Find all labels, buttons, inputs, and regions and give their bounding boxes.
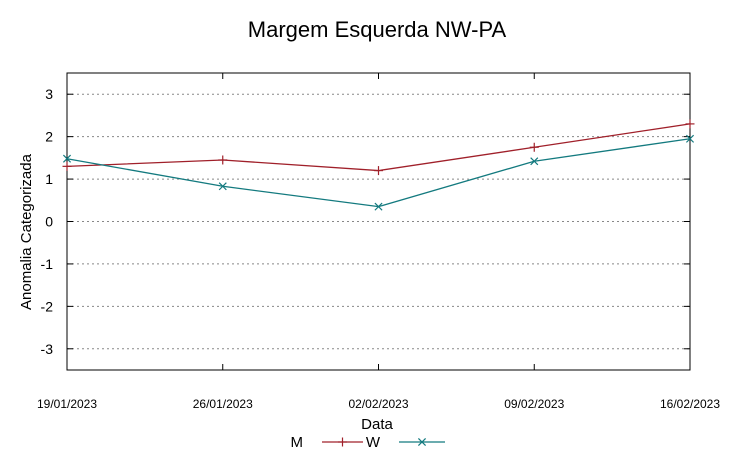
y-tick-label: 1	[45, 171, 53, 187]
data-point-w	[218, 182, 227, 191]
legend-marker-m	[338, 437, 347, 447]
legend-label-w: W	[366, 434, 381, 451]
data-point-w	[62, 154, 72, 163]
x-tick-label: 09/02/2023	[504, 397, 564, 411]
data-point-m	[218, 155, 228, 165]
y-tick-label: -2	[41, 298, 54, 314]
x-tick-label: 19/01/2023	[37, 397, 97, 411]
data-point-m	[374, 166, 383, 176]
data-point-m	[62, 161, 72, 171]
grid-lines	[67, 93, 690, 350]
y-axis: -3 -2 -1 0 1 2 3	[41, 86, 690, 357]
data-point-m	[685, 119, 695, 129]
y-tick-label: -3	[41, 341, 54, 357]
data-point-w	[530, 157, 539, 166]
x-tick-label: 16/02/2023	[660, 397, 720, 411]
legend-marker-w	[417, 437, 427, 447]
legend-label-m: M	[291, 434, 304, 451]
y-tick-label: 2	[45, 129, 53, 145]
y-tick-label: -1	[41, 256, 54, 272]
y-tick-label: 3	[45, 86, 53, 102]
data-point-w	[374, 202, 383, 211]
series-line-m	[66, 123, 691, 172]
series-layer	[62, 119, 695, 211]
chart-title: Margem Esquerda NW-PA	[248, 17, 507, 42]
data-point-m	[529, 142, 539, 152]
y-axis-label: Anomalia Categorizada	[18, 153, 35, 310]
data-point-w	[685, 134, 695, 143]
x-axis: 19/01/2023 26/01/2023 02/02/2023 09/02/2023…	[37, 73, 720, 411]
y-tick-label: 0	[45, 214, 53, 230]
x-tick-label: 02/02/2023	[348, 397, 408, 411]
x-axis-label: Data	[361, 416, 393, 433]
x-tick-label: 26/01/2023	[193, 397, 253, 411]
